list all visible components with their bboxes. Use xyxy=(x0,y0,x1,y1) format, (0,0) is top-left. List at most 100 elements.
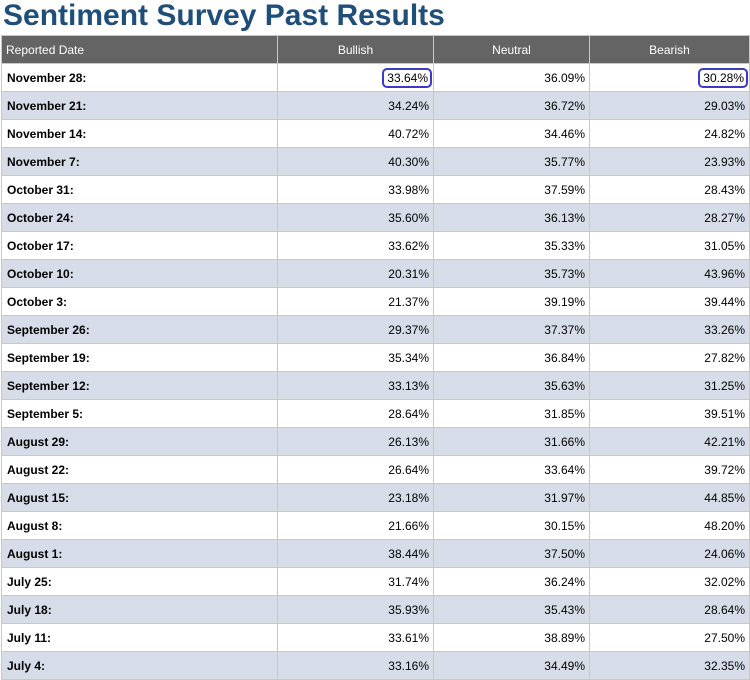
bullish-highlighted-value: 33.64% xyxy=(382,67,432,88)
reported-date-cell: October 10: xyxy=(1,259,278,288)
bullish-cell: 31.74% xyxy=(277,567,434,596)
bearish-cell: 43.96% xyxy=(589,259,750,288)
bearish-cell: 29.03% xyxy=(589,91,750,120)
bullish-cell: 40.72% xyxy=(277,119,434,148)
neutral-cell: 35.73% xyxy=(433,259,590,288)
bearish-cell: 32.02% xyxy=(589,567,750,596)
bullish-cell: 29.37% xyxy=(277,315,434,344)
table-row: September 5: 28.64% 31.85% 39.51% xyxy=(1,399,750,428)
column-header-reported-date: Reported Date xyxy=(1,35,278,64)
sentiment-results-table: Reported Date Bullish Neutral Bearish No… xyxy=(1,35,750,680)
neutral-cell: 36.84% xyxy=(433,343,590,372)
table-row: August 29: 26.13% 31.66% 42.21% xyxy=(1,427,750,456)
bearish-cell: 28.43% xyxy=(589,175,750,204)
bearish-cell: 28.64% xyxy=(589,595,750,624)
reported-date-cell: October 3: xyxy=(1,287,278,316)
neutral-cell: 37.50% xyxy=(433,539,590,568)
neutral-cell: 36.24% xyxy=(433,567,590,596)
table-row: October 17: 33.62% 35.33% 31.05% xyxy=(1,231,750,260)
table-row: October 24: 35.60% 36.13% 28.27% xyxy=(1,203,750,232)
table-row: July 4: 33.16% 34.49% 32.35% xyxy=(1,651,750,680)
neutral-cell: 36.72% xyxy=(433,91,590,120)
reported-date-cell: November 7: xyxy=(1,147,278,176)
bullish-cell: 23.18% xyxy=(277,483,434,512)
reported-date-cell: July 11: xyxy=(1,623,278,652)
bearish-cell: 39.51% xyxy=(589,399,750,428)
reported-date-cell: September 5: xyxy=(1,399,278,428)
bullish-cell: 28.64% xyxy=(277,399,434,428)
reported-date-cell: August 15: xyxy=(1,483,278,512)
bearish-cell: 32.35% xyxy=(589,651,750,680)
bearish-cell: 39.44% xyxy=(589,287,750,316)
table-row: August 1: 38.44% 37.50% 24.06% xyxy=(1,539,750,568)
neutral-cell: 36.09% xyxy=(433,63,590,92)
neutral-cell: 37.37% xyxy=(433,315,590,344)
table-row: August 8: 21.66% 30.15% 48.20% xyxy=(1,511,750,540)
bullish-cell: 33.61% xyxy=(277,623,434,652)
reported-date-cell: November 14: xyxy=(1,119,278,148)
neutral-cell: 31.85% xyxy=(433,399,590,428)
neutral-cell: 39.19% xyxy=(433,287,590,316)
bearish-cell: 44.85% xyxy=(589,483,750,512)
table-row: November 28: 33.64% 36.09% 30.28% xyxy=(1,63,750,92)
bullish-cell: 21.37% xyxy=(277,287,434,316)
table-header: Reported Date Bullish Neutral Bearish xyxy=(1,35,750,64)
table-row: September 26: 29.37% 37.37% 33.26% xyxy=(1,315,750,344)
table-row: July 25: 31.74% 36.24% 32.02% xyxy=(1,567,750,596)
table-row: July 18: 35.93% 35.43% 28.64% xyxy=(1,595,750,624)
reported-date-cell: August 8: xyxy=(1,511,278,540)
neutral-cell: 34.46% xyxy=(433,119,590,148)
bearish-cell: 31.25% xyxy=(589,371,750,400)
bearish-cell: 27.50% xyxy=(589,623,750,652)
reported-date-cell: August 22: xyxy=(1,455,278,484)
neutral-cell: 30.15% xyxy=(433,511,590,540)
bullish-cell: 20.31% xyxy=(277,259,434,288)
reported-date-cell: July 18: xyxy=(1,595,278,624)
column-header-bearish: Bearish xyxy=(589,35,750,64)
column-header-neutral: Neutral xyxy=(433,35,590,64)
bullish-cell: 34.24% xyxy=(277,91,434,120)
bullish-cell: 35.60% xyxy=(277,203,434,232)
reported-date-cell: August 29: xyxy=(1,427,278,456)
bullish-cell: 33.13% xyxy=(277,371,434,400)
reported-date-cell: November 21: xyxy=(1,91,278,120)
bearish-cell: 33.26% xyxy=(589,315,750,344)
bullish-cell: 35.93% xyxy=(277,595,434,624)
neutral-cell: 35.33% xyxy=(433,231,590,260)
neutral-cell: 31.97% xyxy=(433,483,590,512)
bearish-cell: 31.05% xyxy=(589,231,750,260)
bullish-cell: 33.98% xyxy=(277,175,434,204)
bearish-cell: 27.82% xyxy=(589,343,750,372)
neutral-cell: 37.59% xyxy=(433,175,590,204)
table-body: November 28: 33.64% 36.09% 30.28% November 2… xyxy=(1,63,750,680)
table-row: November 7: 40.30% 35.77% 23.93% xyxy=(1,147,750,176)
reported-date-cell: October 24: xyxy=(1,203,278,232)
bearish-cell: 28.27% xyxy=(589,203,750,232)
table-row: July 11: 33.61% 38.89% 27.50% xyxy=(1,623,750,652)
reported-date-cell: August 1: xyxy=(1,539,278,568)
bullish-cell: 40.30% xyxy=(277,147,434,176)
bullish-cell: 38.44% xyxy=(277,539,434,568)
neutral-cell: 34.49% xyxy=(433,651,590,680)
neutral-cell: 35.77% xyxy=(433,147,590,176)
neutral-cell: 35.43% xyxy=(433,595,590,624)
reported-date-cell: July 4: xyxy=(1,651,278,680)
table-row: August 22: 26.64% 33.64% 39.72% xyxy=(1,455,750,484)
reported-date-cell: October 17: xyxy=(1,231,278,260)
table-row: October 10: 20.31% 35.73% 43.96% xyxy=(1,259,750,288)
neutral-cell: 31.66% xyxy=(433,427,590,456)
bearish-cell: 39.72% xyxy=(589,455,750,484)
reported-date-cell: September 26: xyxy=(1,315,278,344)
reported-date-cell: July 25: xyxy=(1,567,278,596)
table-header-row: Reported Date Bullish Neutral Bearish xyxy=(1,35,750,64)
reported-date-cell: October 31: xyxy=(1,175,278,204)
bullish-cell: 35.34% xyxy=(277,343,434,372)
bearish-cell: 24.82% xyxy=(589,119,750,148)
bullish-cell: 26.64% xyxy=(277,455,434,484)
neutral-cell: 38.89% xyxy=(433,623,590,652)
table-row: August 15: 23.18% 31.97% 44.85% xyxy=(1,483,750,512)
table-row: September 12: 33.13% 35.63% 31.25% xyxy=(1,371,750,400)
table-row: September 19: 35.34% 36.84% 27.82% xyxy=(1,343,750,372)
column-header-bullish: Bullish xyxy=(277,35,434,64)
bullish-cell: 33.16% xyxy=(277,651,434,680)
